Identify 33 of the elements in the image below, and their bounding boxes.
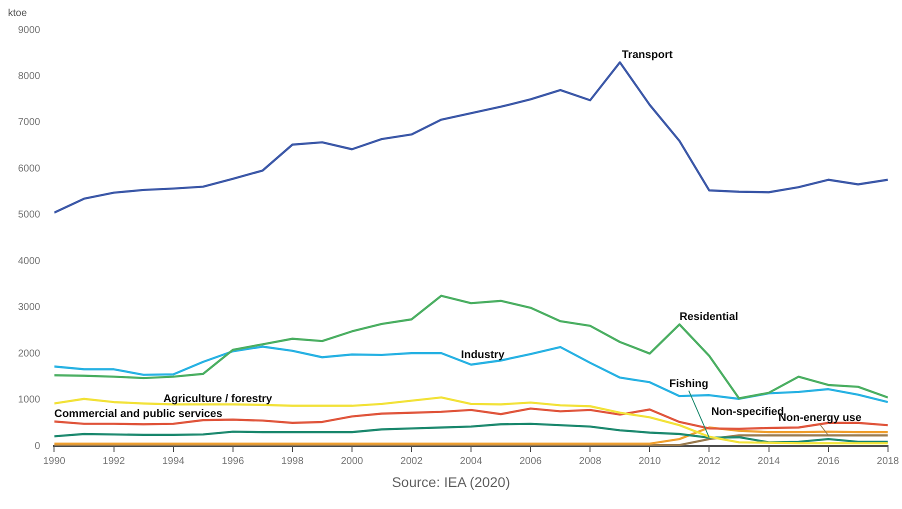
x-tick-label: 2010 [638, 456, 662, 467]
series-label: Commercial and public services [54, 408, 222, 420]
y-axis-title: ktoe [8, 8, 28, 19]
x-tick-label: 1992 [102, 456, 126, 467]
y-tick-label: 7000 [18, 117, 41, 128]
x-tick-label: 1990 [43, 456, 66, 467]
y-tick-label: 1000 [18, 394, 41, 406]
x-tick-label: 2016 [817, 456, 840, 467]
x-tick-label: 2008 [579, 456, 602, 467]
y-tick-label: 0 [34, 440, 41, 452]
x-tick-label: 2000 [340, 456, 364, 467]
series-label: Transport [622, 48, 673, 61]
x-tick-label: 2004 [460, 456, 483, 467]
x-tick-label: 1996 [222, 456, 244, 467]
y-tick-label: 6000 [18, 163, 41, 174]
x-tick-label: 1994 [162, 456, 185, 467]
y-tick-label: 2000 [18, 348, 41, 360]
series-label: Residential [679, 310, 738, 323]
x-tick-label: 2012 [698, 456, 721, 467]
y-tick-label: 8000 [18, 70, 41, 82]
series-label: Industry [461, 349, 506, 362]
y-tick-label: 5000 [18, 210, 41, 221]
x-tick-label: 1998 [281, 456, 304, 467]
x-tick-label: 2006 [519, 456, 542, 467]
y-tick-label: 9000 [18, 24, 41, 36]
x-tick-label: 2018 [876, 456, 900, 467]
y-tick-label: 4000 [18, 256, 41, 267]
y-tick-label: 3000 [18, 302, 41, 314]
x-tick-label: 2002 [400, 456, 424, 467]
source-note: Source: IEA (2020) [390, 474, 512, 490]
series-label: Agriculture / forestry [163, 392, 274, 405]
x-tick-label: 2014 [758, 456, 780, 467]
text: Fishing [669, 378, 708, 390]
